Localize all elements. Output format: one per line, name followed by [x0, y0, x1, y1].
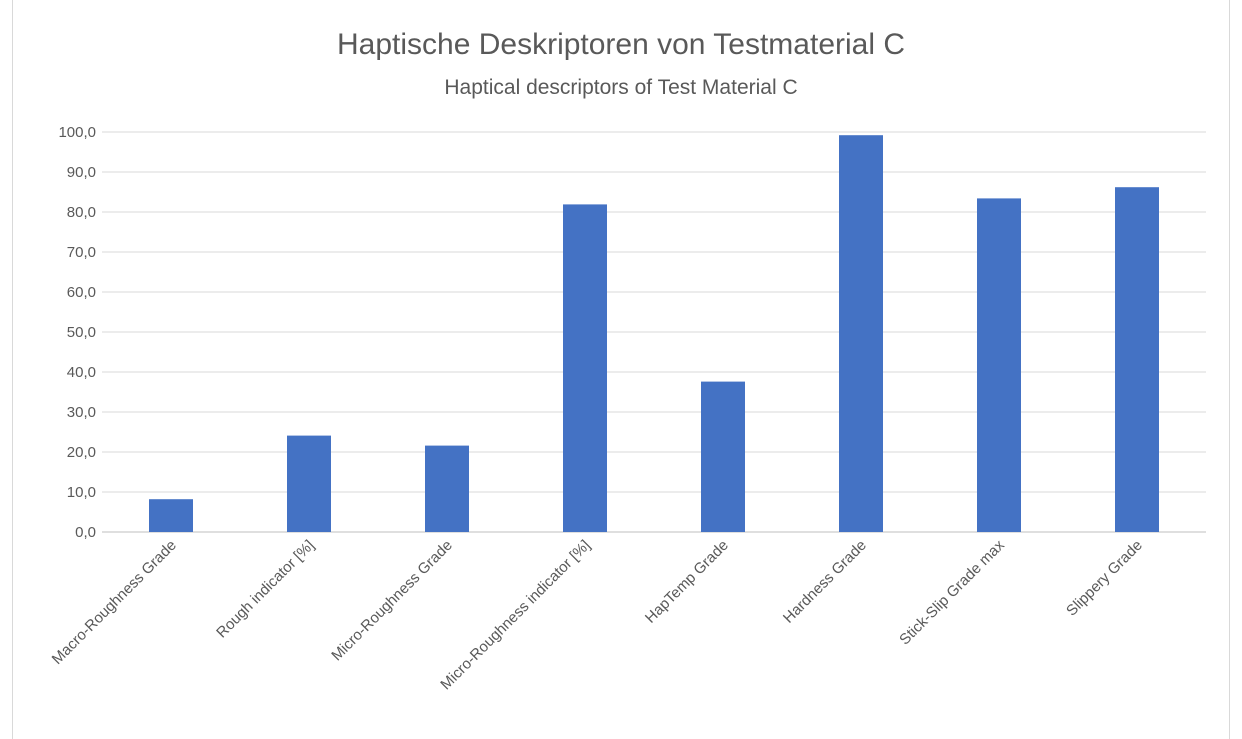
y-tick-label: 70,0 [67, 244, 96, 261]
chart-title: Haptische Deskriptoren von Testmaterial … [336, 28, 906, 61]
y-tick-label: 60,0 [67, 284, 96, 301]
x-category-label: Micro-Roughness Grade [328, 537, 456, 665]
bar [1115, 187, 1159, 532]
bars [149, 135, 1159, 532]
bar [287, 435, 331, 532]
y-tick-label: 50,0 [67, 324, 96, 341]
y-tick-label: 10,0 [67, 484, 96, 501]
bar [425, 445, 469, 532]
y-tick-label: 30,0 [67, 404, 96, 421]
bar [977, 198, 1021, 532]
x-category-label: Rough indicator [%] [213, 537, 318, 642]
gridlines [102, 131, 1206, 533]
x-category-label: Slippery Grade [1063, 537, 1146, 620]
bar [839, 135, 883, 532]
x-category-label: Hardness Grade [780, 537, 870, 627]
y-tick-label: 0,0 [75, 524, 96, 541]
y-tick-label: 90,0 [67, 164, 96, 181]
bar [563, 204, 607, 532]
bar [149, 499, 193, 532]
chart-frame [12, 0, 1230, 739]
x-category-label: HapTemp Grade [642, 537, 732, 627]
chart-subtitle: Haptical descriptors of Test Material C [444, 76, 798, 99]
y-tick-label: 40,0 [67, 364, 96, 381]
x-category-label: Macro-Roughness Grade [49, 537, 180, 668]
y-axis: 0,0 10,0 20,0 30,0 40,0 50,0 60,0 70,0 80,0 90,0 1… [58, 124, 96, 541]
y-tick-label: 100,0 [58, 124, 96, 141]
y-tick-label: 80,0 [67, 204, 96, 221]
x-axis: Macro-Roughness Grade Rough indicator [%]… [49, 536, 1146, 693]
x-category-label: Micro-Roughness indicator [%] [437, 537, 593, 693]
x-category-label: Stick-Slip Grade max [896, 536, 1008, 648]
bar [701, 381, 745, 532]
y-tick-label: 20,0 [67, 444, 96, 461]
